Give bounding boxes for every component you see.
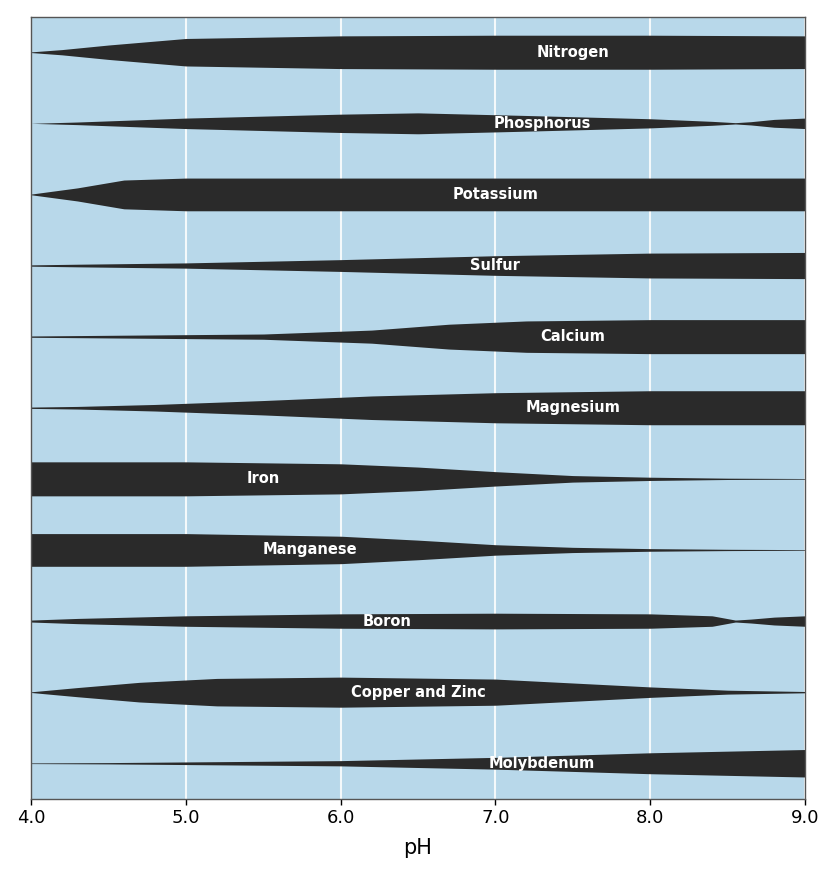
Text: Nitrogen: Nitrogen bbox=[537, 45, 609, 60]
Text: Calcium: Calcium bbox=[540, 329, 605, 344]
X-axis label: pH: pH bbox=[404, 838, 432, 858]
Text: Phosphorus: Phosphorus bbox=[493, 116, 590, 131]
Text: Boron: Boron bbox=[363, 613, 411, 628]
Text: Iron: Iron bbox=[247, 472, 280, 487]
Text: Sulfur: Sulfur bbox=[471, 258, 520, 273]
Text: Copper and Zinc: Copper and Zinc bbox=[350, 684, 486, 700]
Text: Magnesium: Magnesium bbox=[525, 400, 620, 416]
Text: Potassium: Potassium bbox=[452, 187, 538, 202]
Text: Molybdenum: Molybdenum bbox=[489, 756, 595, 771]
Text: Manganese: Manganese bbox=[263, 542, 357, 557]
